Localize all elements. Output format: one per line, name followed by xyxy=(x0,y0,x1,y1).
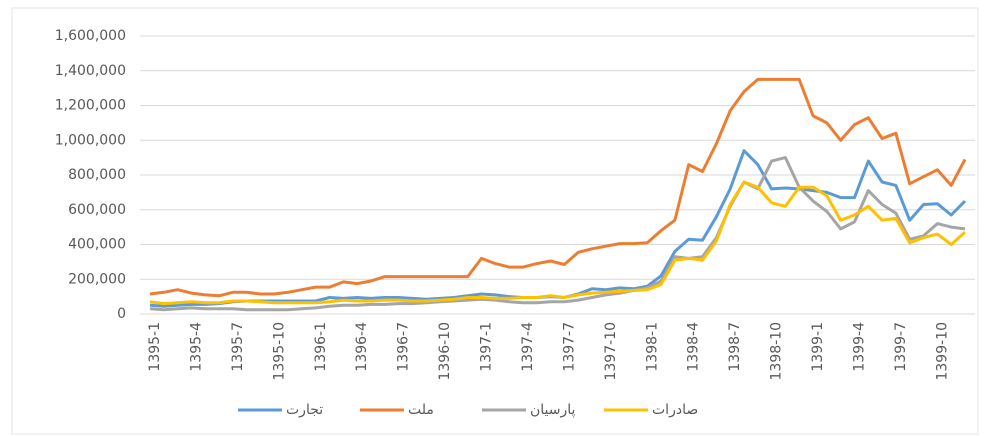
x-tick-label: 1398-7 xyxy=(727,322,743,372)
x-tick-label: 1399-10 xyxy=(934,322,950,381)
legend-label: صادرات xyxy=(652,402,698,418)
y-tick-label: 200,000 xyxy=(68,271,126,287)
legend-label: تجارت xyxy=(286,402,323,418)
x-tick-label: 1397-7 xyxy=(561,322,577,372)
y-tick-label: 1,000,000 xyxy=(55,132,126,148)
x-tick-label: 1396-1 xyxy=(313,322,329,372)
x-tick-label: 1395-1 xyxy=(147,322,163,372)
x-tick-label: 1396-4 xyxy=(354,322,370,372)
x-tick-label: 1397-1 xyxy=(479,322,495,372)
y-tick-label: 1,600,000 xyxy=(55,28,126,44)
y-tick-label: 400,000 xyxy=(68,237,126,253)
x-tick-label: 1395-4 xyxy=(188,322,204,372)
x-tick-label: 1399-1 xyxy=(810,322,826,372)
line-series xyxy=(149,77,967,298)
x-tick-label: 1397-10 xyxy=(603,322,619,381)
x-tick-label: 1398-10 xyxy=(769,322,785,381)
line-series xyxy=(149,180,966,306)
y-tick-label: 1,400,000 xyxy=(55,63,126,79)
line-series xyxy=(149,156,966,312)
x-tick-label: 1395-10 xyxy=(271,322,287,381)
x-tick-label: 1396-7 xyxy=(396,322,412,372)
x-tick-label: 1399-4 xyxy=(851,322,867,372)
x-tick-label: 1396-10 xyxy=(437,322,453,381)
y-tick-label: 600,000 xyxy=(68,202,126,218)
chart-border xyxy=(11,7,979,435)
x-tick-label: 1398-1 xyxy=(644,322,660,372)
y-tick-label: 1,200,000 xyxy=(55,98,126,114)
x-tick-label: 1399-7 xyxy=(893,322,909,372)
legend-label: پارسیان xyxy=(530,402,576,418)
x-tick-label: 1398-4 xyxy=(686,322,702,372)
legend-label: ملت xyxy=(408,402,434,418)
y-tick-label: 800,000 xyxy=(68,167,126,183)
y-tick-label: 0 xyxy=(117,306,126,322)
x-tick-label: 1395-7 xyxy=(230,322,246,372)
x-tick-label: 1397-4 xyxy=(520,322,536,372)
